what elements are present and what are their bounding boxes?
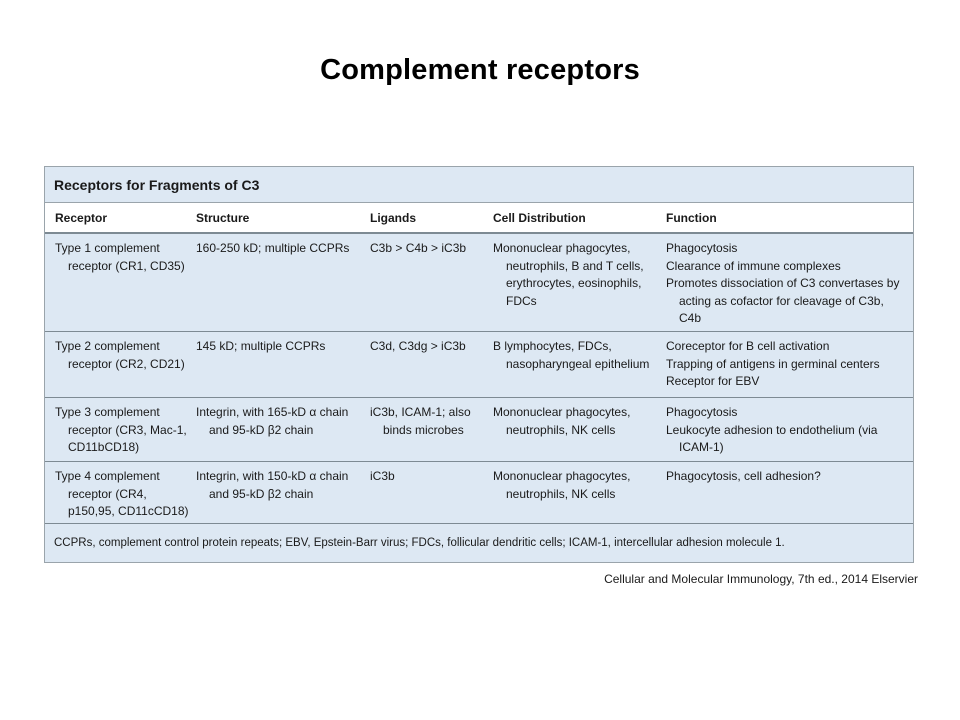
receptor-cell: Type 2 complement receptor (CR2, CD21) — [55, 339, 185, 371]
function-cell: Phagocytosis Leukocyte adhesion to endot… — [666, 404, 913, 461]
source-caption: Cellular and Molecular Immunology, 7th e… — [604, 572, 918, 586]
function-item: Phagocytosis — [666, 405, 738, 419]
ligands-cell: C3d, C3dg > iC3b — [370, 339, 466, 353]
function-cell: Coreceptor for B cell activation Trappin… — [666, 338, 913, 397]
function-item: Phagocytosis — [666, 241, 738, 255]
distribution-cell: Mononuclear phagocytes, neutrophils, B a… — [493, 241, 644, 308]
column-header-ligands: Ligands — [370, 211, 417, 225]
table-row: Type 4 complement receptor (CR4, p150,95… — [45, 462, 913, 524]
ligands-cell: C3b > C4b > iC3b — [370, 241, 467, 255]
function-item: Leukocyte adhesion to endothelium (via I… — [666, 422, 878, 455]
function-cell: Phagocytosis, cell adhesion? — [666, 468, 913, 523]
table-row: Type 2 complement receptor (CR2, CD21) 1… — [45, 332, 913, 398]
ligands-cell: iC3b, ICAM-1; also binds microbes — [370, 405, 471, 437]
function-cell: Phagocytosis Clearance of immune complex… — [666, 240, 913, 331]
receptor-cell: Type 4 complement receptor (CR4, p150,95… — [55, 469, 189, 518]
structure-cell: Integrin, with 150-kD α chain and 95-kD … — [196, 469, 349, 501]
slide-title: Complement receptors — [320, 54, 640, 86]
structure-cell: 160-250 kD; multiple CCPRs — [196, 241, 350, 255]
column-header-cell-distribution: Cell Distribution — [493, 211, 586, 225]
function-item: Coreceptor for B cell activation — [666, 339, 830, 353]
structure-cell: 145 kD; multiple CCPRs — [196, 339, 326, 353]
function-item: Trapping of antigens in germinal centers — [666, 356, 880, 371]
distribution-cell: Mononuclear phagocytes, neutrophils, NK … — [493, 405, 631, 437]
column-header-function: Function — [666, 211, 717, 225]
structure-cell: Integrin, with 165-kD α chain and 95-kD … — [196, 405, 349, 437]
column-header-structure: Structure — [196, 211, 250, 225]
table-header-row: Receptor Structure Ligands Cell Distribu… — [45, 203, 913, 234]
column-header-receptor: Receptor — [55, 211, 108, 225]
table-row: Type 3 complement receptor (CR3, Mac-1, … — [45, 398, 913, 462]
receptor-cell: Type 1 complement receptor (CR1, CD35) — [55, 241, 185, 273]
table-footnote: CCPRs, complement control protein repeat… — [54, 537, 785, 549]
function-item: Receptor for EBV — [666, 374, 760, 388]
receptor-table: Receptors for Fragments of C3 Receptor S… — [44, 166, 914, 563]
table-heading: Receptors for Fragments of C3 — [45, 167, 913, 203]
distribution-cell: B lymphocytes, FDCs, nasopharyngeal epit… — [493, 339, 650, 371]
table-row: Type 1 complement receptor (CR1, CD35) 1… — [45, 234, 913, 332]
function-item: Clearance of immune complexes — [666, 258, 841, 273]
function-item: Promotes dissociation of C3 convertases … — [666, 276, 900, 325]
receptor-cell: Type 3 complement receptor (CR3, Mac-1, … — [55, 405, 187, 454]
distribution-cell: Mononuclear phagocytes, neutrophils, NK … — [493, 469, 631, 501]
function-item: Phagocytosis, cell adhesion? — [666, 469, 821, 483]
ligands-cell: iC3b — [370, 469, 395, 483]
